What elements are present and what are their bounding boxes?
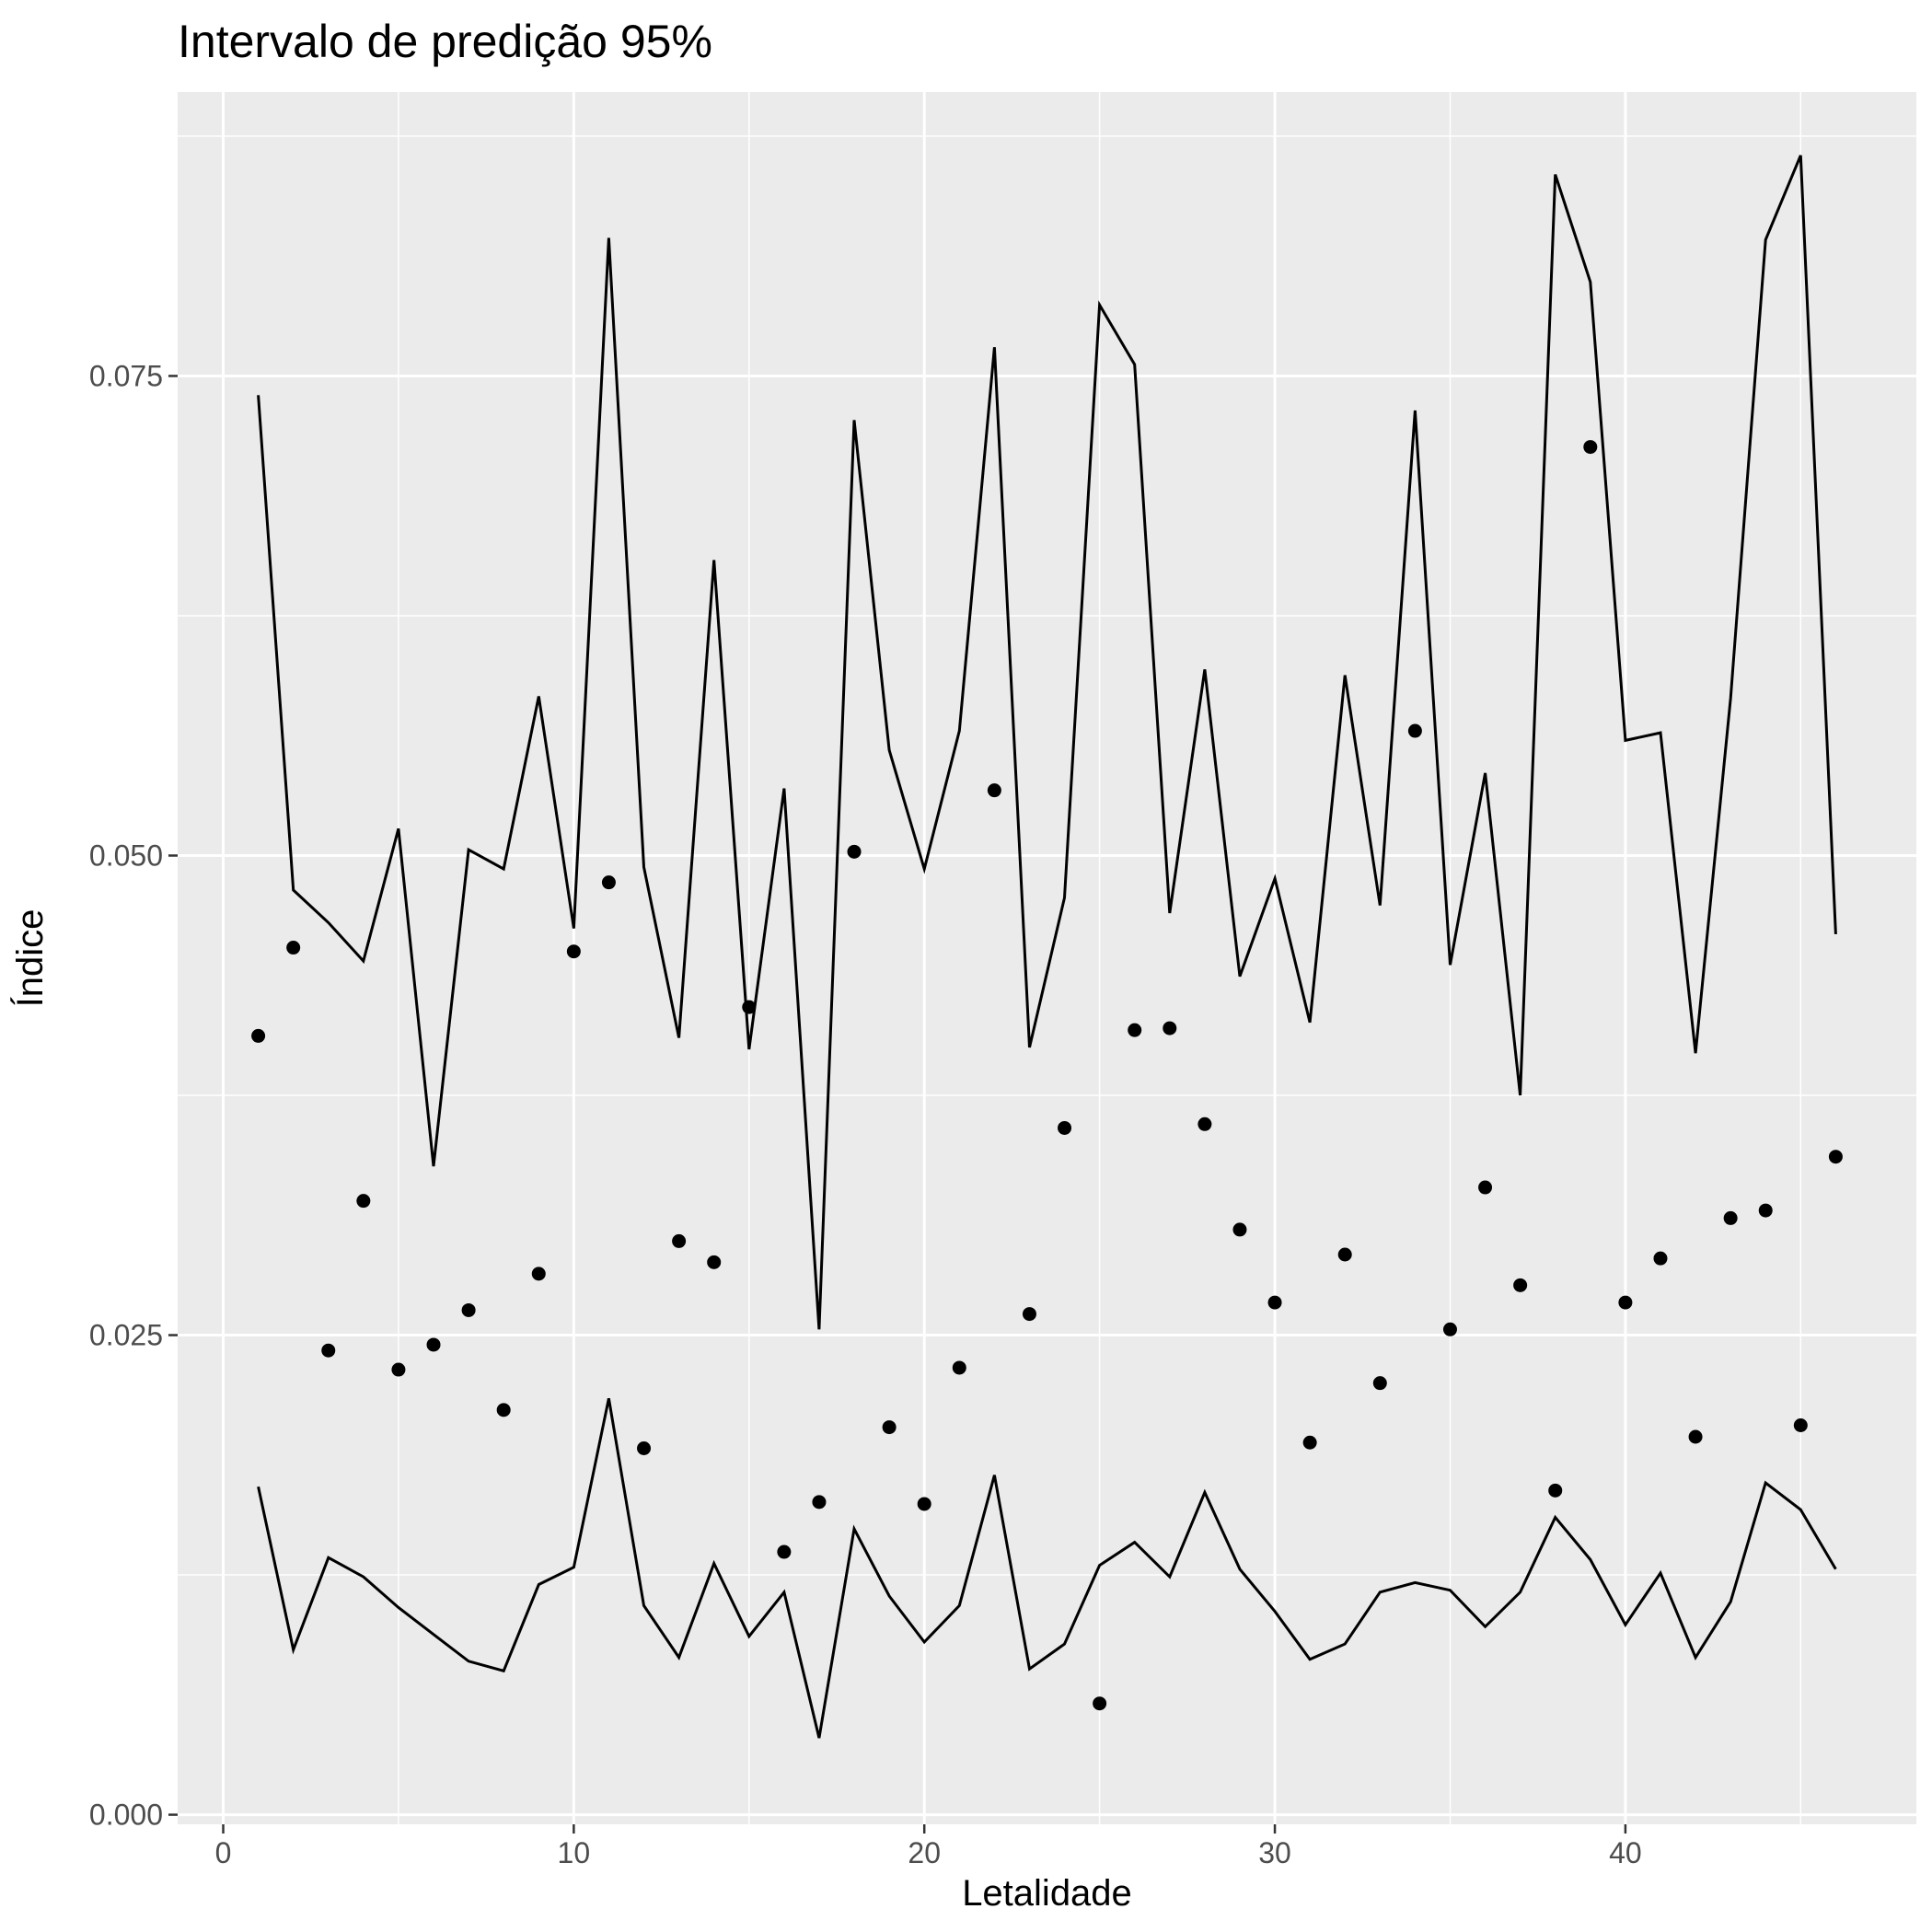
data-point [1828, 1150, 1843, 1164]
x-axis-title: Letalidade [962, 1873, 1132, 1914]
data-point [321, 1343, 336, 1358]
data-point [777, 1544, 792, 1559]
upper-bound-line [257, 155, 1837, 1330]
plot-panel [178, 92, 1916, 1824]
axes: 0 10 20 30 40 0.000 0.025 0.050 0.075 [89, 359, 1642, 1869]
lower-bound-line [257, 1397, 1837, 1739]
y-axis-title: Índice [9, 909, 51, 1008]
y-tick-label: 0.075 [89, 359, 163, 392]
data-point [987, 783, 1001, 798]
chart-title: Intervalo de predição 95% [178, 16, 712, 67]
x-tick-label: 40 [1609, 1836, 1642, 1869]
data-point [917, 1497, 931, 1511]
data-point [356, 1194, 371, 1209]
data-point [1058, 1120, 1072, 1135]
data-point [707, 1255, 722, 1269]
data-point [847, 844, 862, 859]
data-point [1337, 1247, 1352, 1262]
data-point [952, 1360, 966, 1375]
data-point [1793, 1417, 1808, 1432]
data-point [1407, 723, 1422, 738]
data-point [601, 875, 616, 890]
data-point [1372, 1376, 1387, 1391]
y-tick-label: 0.050 [89, 839, 163, 872]
x-tick-label: 20 [908, 1836, 941, 1869]
data-point [1688, 1429, 1703, 1444]
data-point [1093, 1696, 1107, 1711]
data-point [1163, 1021, 1177, 1035]
data-point [1232, 1222, 1247, 1237]
x-tick-label: 10 [558, 1836, 591, 1869]
data-point [1442, 1322, 1457, 1336]
data-series [251, 155, 1843, 1739]
data-point [1197, 1116, 1212, 1131]
data-point [637, 1441, 652, 1456]
data-point [1478, 1180, 1493, 1195]
data-point [882, 1420, 897, 1435]
data-point [1302, 1435, 1317, 1450]
data-point [1583, 440, 1598, 455]
data-point [461, 1302, 476, 1317]
grid-lines [178, 92, 1916, 1824]
data-point [531, 1267, 546, 1281]
x-tick-label: 0 [215, 1836, 232, 1869]
y-tick-label: 0.000 [89, 1799, 163, 1832]
data-point [672, 1233, 687, 1248]
data-point [391, 1362, 406, 1377]
data-point [1022, 1307, 1036, 1322]
data-point [1128, 1023, 1142, 1037]
data-point [1618, 1295, 1633, 1310]
data-point [1653, 1251, 1668, 1266]
data-point [496, 1403, 511, 1417]
data-point [812, 1495, 827, 1510]
data-point [251, 1028, 266, 1043]
data-point [426, 1337, 441, 1352]
data-point [1548, 1483, 1563, 1498]
x-tick-label: 30 [1258, 1836, 1291, 1869]
data-point [1723, 1210, 1738, 1225]
data-point [566, 944, 581, 959]
data-point [1758, 1203, 1773, 1218]
data-point [1513, 1278, 1528, 1292]
data-point [1267, 1295, 1282, 1310]
y-tick-label: 0.025 [89, 1319, 163, 1352]
data-point [286, 941, 301, 955]
